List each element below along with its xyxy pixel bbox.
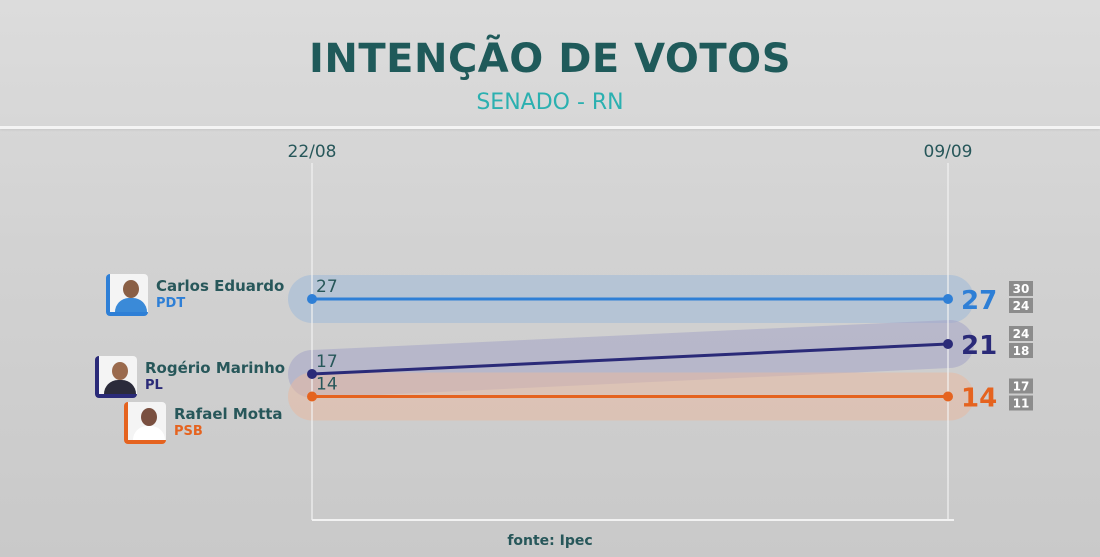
data-label-start-0: 27 xyxy=(316,277,338,297)
range-chip-1-0 xyxy=(1009,326,1033,341)
series-point-end-2 xyxy=(943,391,953,402)
series-point-end-1 xyxy=(943,339,953,349)
range-chip-label-2-1: 11 xyxy=(1013,397,1030,411)
data-label-start-2: 14 xyxy=(316,375,338,395)
candidate-party: PL xyxy=(145,378,163,393)
chart-title: INTENÇÃO DE VOTOS xyxy=(309,36,791,82)
x-tick-label: 22/08 xyxy=(288,142,337,162)
range-chip-label-1-1: 18 xyxy=(1013,344,1030,358)
range-chip-label-0-0: 30 xyxy=(1013,282,1030,296)
range-chip-2-0 xyxy=(1009,378,1033,394)
range-chip-label-2-0: 17 xyxy=(1013,380,1030,394)
range-chip-0-0 xyxy=(1009,281,1033,296)
candidate-name: Rafael Motta xyxy=(174,405,283,423)
series-point-end-0 xyxy=(943,294,953,304)
data-label-end-0: 27 xyxy=(961,286,997,316)
series-line-1 xyxy=(311,342,949,376)
candidate-rogerio-marinho: Rogério Marinho PL xyxy=(95,356,285,398)
candidate-name: Carlos Eduardo xyxy=(156,277,285,295)
candidate-party: PSB xyxy=(174,424,203,439)
data-label-end-2: 14 xyxy=(961,384,997,414)
series-point-start-0 xyxy=(307,294,317,304)
data-label-end-1: 21 xyxy=(961,331,997,361)
candidate-carlos-eduardo: Carlos Eduardo PDT xyxy=(106,274,284,316)
candidate-photo-rafael xyxy=(124,402,166,444)
candidate-photo-rogerio xyxy=(95,356,137,398)
series-point-start-1 xyxy=(307,369,317,379)
series-point-start-2 xyxy=(307,391,317,402)
candidate-rafael-motta: Rafael Motta PSB xyxy=(124,402,283,444)
candidate-party: PDT xyxy=(156,296,186,311)
candidate-name: Rogério Marinho xyxy=(145,359,286,377)
range-chip-label-1-0: 24 xyxy=(1013,327,1030,341)
data-label-start-1: 17 xyxy=(316,352,338,372)
chart-subtitle: SENADO - RN xyxy=(476,90,624,115)
header-divider xyxy=(0,126,1100,129)
candidate-photo-carlos xyxy=(106,274,148,316)
range-chip-1-1 xyxy=(1009,343,1033,358)
x-tick-label: 09/09 xyxy=(924,142,973,162)
source-note: fonte: Ipec xyxy=(507,533,593,549)
range-chip-label-0-1: 24 xyxy=(1013,299,1030,313)
range-chip-0-1 xyxy=(1009,298,1033,313)
range-chip-2-1 xyxy=(1009,395,1033,411)
